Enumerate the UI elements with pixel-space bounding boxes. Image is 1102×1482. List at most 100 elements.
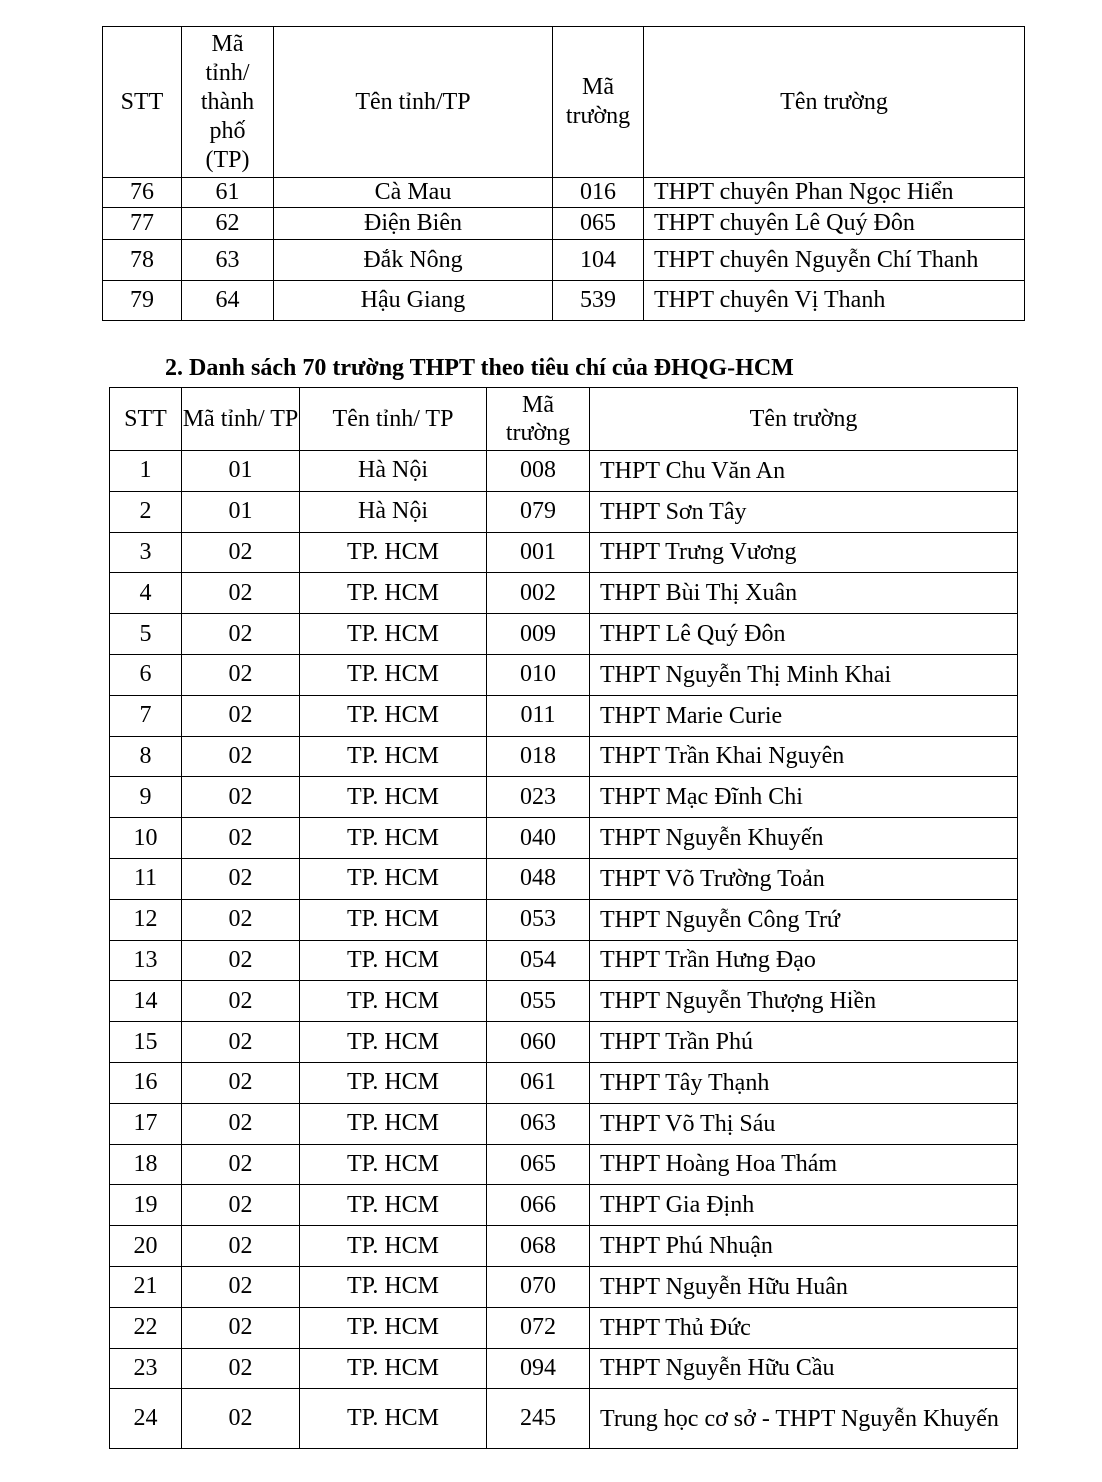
table-header-row: STT Mã tỉnh/ thành phố (TP) Tên tỉnh/TP Mã … bbox=[102, 26, 1025, 178]
cell-province-name: TP. HCM bbox=[299, 531, 487, 574]
cell-school-name: THPT Nguyễn Thượng Hiền bbox=[589, 980, 1018, 1023]
cell-province-name: Hậu Giang bbox=[273, 280, 553, 321]
cell-province-code: 01 bbox=[181, 490, 300, 533]
cell-province-code: 02 bbox=[181, 898, 300, 941]
cell-province-code: 02 bbox=[181, 1061, 300, 1104]
cell-school-name: THPT chuyên Nguyễn Chí Thanh bbox=[643, 239, 1025, 281]
table-row: 15 02 TP. HCM 060 THPT Trần Phú bbox=[109, 1021, 1018, 1063]
cell-school-code: 094 bbox=[486, 1347, 590, 1390]
cell-province-name: TP. HCM bbox=[299, 572, 487, 615]
cell-province-code: 02 bbox=[181, 531, 300, 574]
cell-school-name: THPT Trần Phú bbox=[589, 1021, 1018, 1063]
cell-stt: 8 bbox=[109, 735, 182, 778]
cell-province-code: 02 bbox=[181, 1388, 300, 1450]
cell-school-code: 066 bbox=[486, 1184, 590, 1227]
cell-school-code: 048 bbox=[486, 857, 590, 900]
table-row: 5 02 TP. HCM 009 THPT Lê Quý Đôn bbox=[109, 613, 1018, 655]
cell-school-name: THPT Chu Văn An bbox=[589, 450, 1018, 492]
header-school-name: Tên trường bbox=[643, 26, 1025, 178]
table-row: 6 02 TP. HCM 010 THPT Nguyễn Thị Minh Khai bbox=[109, 653, 1018, 696]
cell-stt: 13 bbox=[109, 939, 182, 982]
header-school-code: Mã trường bbox=[552, 26, 644, 178]
cell-stt: 18 bbox=[109, 1143, 182, 1186]
cell-stt: 10 bbox=[109, 817, 182, 859]
table-row: 21 02 TP. HCM 070 THPT Nguyễn Hữu Huân bbox=[109, 1265, 1018, 1308]
cell-school-code: 011 bbox=[486, 694, 590, 737]
cell-school-name: THPT chuyên Phan Ngọc Hiển bbox=[643, 177, 1025, 208]
cell-stt: 17 bbox=[109, 1102, 182, 1145]
cell-school-name: THPT Lê Quý Đôn bbox=[589, 613, 1018, 655]
table-row: 22 02 TP. HCM 072 THPT Thủ Đức bbox=[109, 1306, 1018, 1349]
cell-province-name: TP. HCM bbox=[299, 1102, 487, 1145]
cell-province-name: TP. HCM bbox=[299, 939, 487, 982]
cell-province-code: 02 bbox=[181, 980, 300, 1023]
cell-province-name: Hà Nội bbox=[299, 450, 487, 492]
cell-school-name: THPT Võ Trường Toản bbox=[589, 857, 1018, 900]
cell-school-code: 079 bbox=[486, 490, 590, 533]
cell-province-name: Cà Mau bbox=[273, 177, 553, 208]
cell-province-name: TP. HCM bbox=[299, 1306, 487, 1349]
cell-school-code: 018 bbox=[486, 735, 590, 778]
cell-province-code: 02 bbox=[181, 1347, 300, 1390]
table-row: 78 63 Đắk Nông 104 THPT chuyên Nguyễn Chí Th… bbox=[102, 239, 1025, 281]
header-stt: STT bbox=[109, 387, 182, 451]
cell-school-code: 104 bbox=[552, 239, 644, 281]
table-row: 3 02 TP. HCM 001 THPT Trưng Vương bbox=[109, 531, 1018, 574]
cell-school-code: 061 bbox=[486, 1061, 590, 1104]
cell-school-code: 055 bbox=[486, 980, 590, 1023]
cell-school-code: 002 bbox=[486, 572, 590, 615]
cell-stt: 23 bbox=[109, 1347, 182, 1390]
cell-stt: 21 bbox=[109, 1265, 182, 1308]
table-header-row: STT Mã tỉnh/ TP Tên tỉnh/ TP Mã trường Tên t… bbox=[109, 387, 1018, 451]
cell-stt: 9 bbox=[109, 776, 182, 819]
cell-school-code: 001 bbox=[486, 531, 590, 574]
cell-province-name: TP. HCM bbox=[299, 980, 487, 1023]
cell-province-code: 62 bbox=[181, 207, 274, 240]
cell-school-name: THPT Marie Curie bbox=[589, 694, 1018, 737]
table-row: 9 02 TP. HCM 023 THPT Mạc Đĩnh Chi bbox=[109, 776, 1018, 819]
cell-province-code: 02 bbox=[181, 817, 300, 859]
table-row: 23 02 TP. HCM 094 THPT Nguyễn Hữu Cầu bbox=[109, 1347, 1018, 1390]
cell-school-name: THPT Mạc Đĩnh Chi bbox=[589, 776, 1018, 819]
cell-province-code: 02 bbox=[181, 653, 300, 696]
cell-school-code: 063 bbox=[486, 1102, 590, 1145]
cell-province-code: 02 bbox=[181, 857, 300, 900]
table-row: 4 02 TP. HCM 002 THPT Bùi Thị Xuân bbox=[109, 572, 1018, 615]
cell-province-name: TP. HCM bbox=[299, 1061, 487, 1104]
table-row: 79 64 Hậu Giang 539 THPT chuyên Vị Thanh bbox=[102, 280, 1025, 321]
cell-province-code: 02 bbox=[181, 1143, 300, 1186]
cell-school-code: 245 bbox=[486, 1388, 590, 1450]
cell-school-code: 008 bbox=[486, 450, 590, 492]
cell-school-name: THPT Nguyễn Thị Minh Khai bbox=[589, 653, 1018, 696]
table-row: 12 02 TP. HCM 053 THPT Nguyễn Công Trứ bbox=[109, 898, 1018, 941]
cell-province-code: 02 bbox=[181, 1306, 300, 1349]
cell-school-name: THPT Nguyễn Khuyến bbox=[589, 817, 1018, 859]
cell-school-name: THPT Nguyễn Hữu Huân bbox=[589, 1265, 1018, 1308]
cell-stt: 19 bbox=[109, 1184, 182, 1227]
table-row: 8 02 TP. HCM 018 THPT Trần Khai Nguyên bbox=[109, 735, 1018, 778]
table-row: 13 02 TP. HCM 054 THPT Trần Hưng Đạo bbox=[109, 939, 1018, 982]
cell-province-code: 64 bbox=[181, 280, 274, 321]
cell-stt: 14 bbox=[109, 980, 182, 1023]
table-row: 24 02 TP. HCM 245 Trung học cơ sở - THPT Ngu… bbox=[109, 1388, 1018, 1450]
cell-province-code: 02 bbox=[181, 735, 300, 778]
cell-stt: 16 bbox=[109, 1061, 182, 1104]
cell-province-name: TP. HCM bbox=[299, 735, 487, 778]
cell-province-name: TP. HCM bbox=[299, 776, 487, 819]
cell-province-name: TP. HCM bbox=[299, 1184, 487, 1227]
cell-stt: 24 bbox=[109, 1388, 182, 1450]
cell-school-name: THPT Nguyễn Công Trứ bbox=[589, 898, 1018, 941]
cell-province-name: TP. HCM bbox=[299, 694, 487, 737]
cell-school-name: Trung học cơ sở - THPT Nguyễn Khuyến bbox=[589, 1388, 1018, 1450]
cell-school-code: 065 bbox=[552, 207, 644, 240]
cell-stt: 20 bbox=[109, 1225, 182, 1267]
table-row: 20 02 TP. HCM 068 THPT Phú Nhuận bbox=[109, 1225, 1018, 1267]
cell-province-code: 02 bbox=[181, 776, 300, 819]
cell-province-name: TP. HCM bbox=[299, 1021, 487, 1063]
cell-stt: 76 bbox=[102, 177, 182, 208]
cell-school-name: THPT Bùi Thị Xuân bbox=[589, 572, 1018, 615]
cell-school-name: THPT Trưng Vương bbox=[589, 531, 1018, 574]
cell-school-name: THPT Phú Nhuận bbox=[589, 1225, 1018, 1267]
cell-school-name: THPT Gia Định bbox=[589, 1184, 1018, 1227]
cell-province-code: 02 bbox=[181, 1184, 300, 1227]
